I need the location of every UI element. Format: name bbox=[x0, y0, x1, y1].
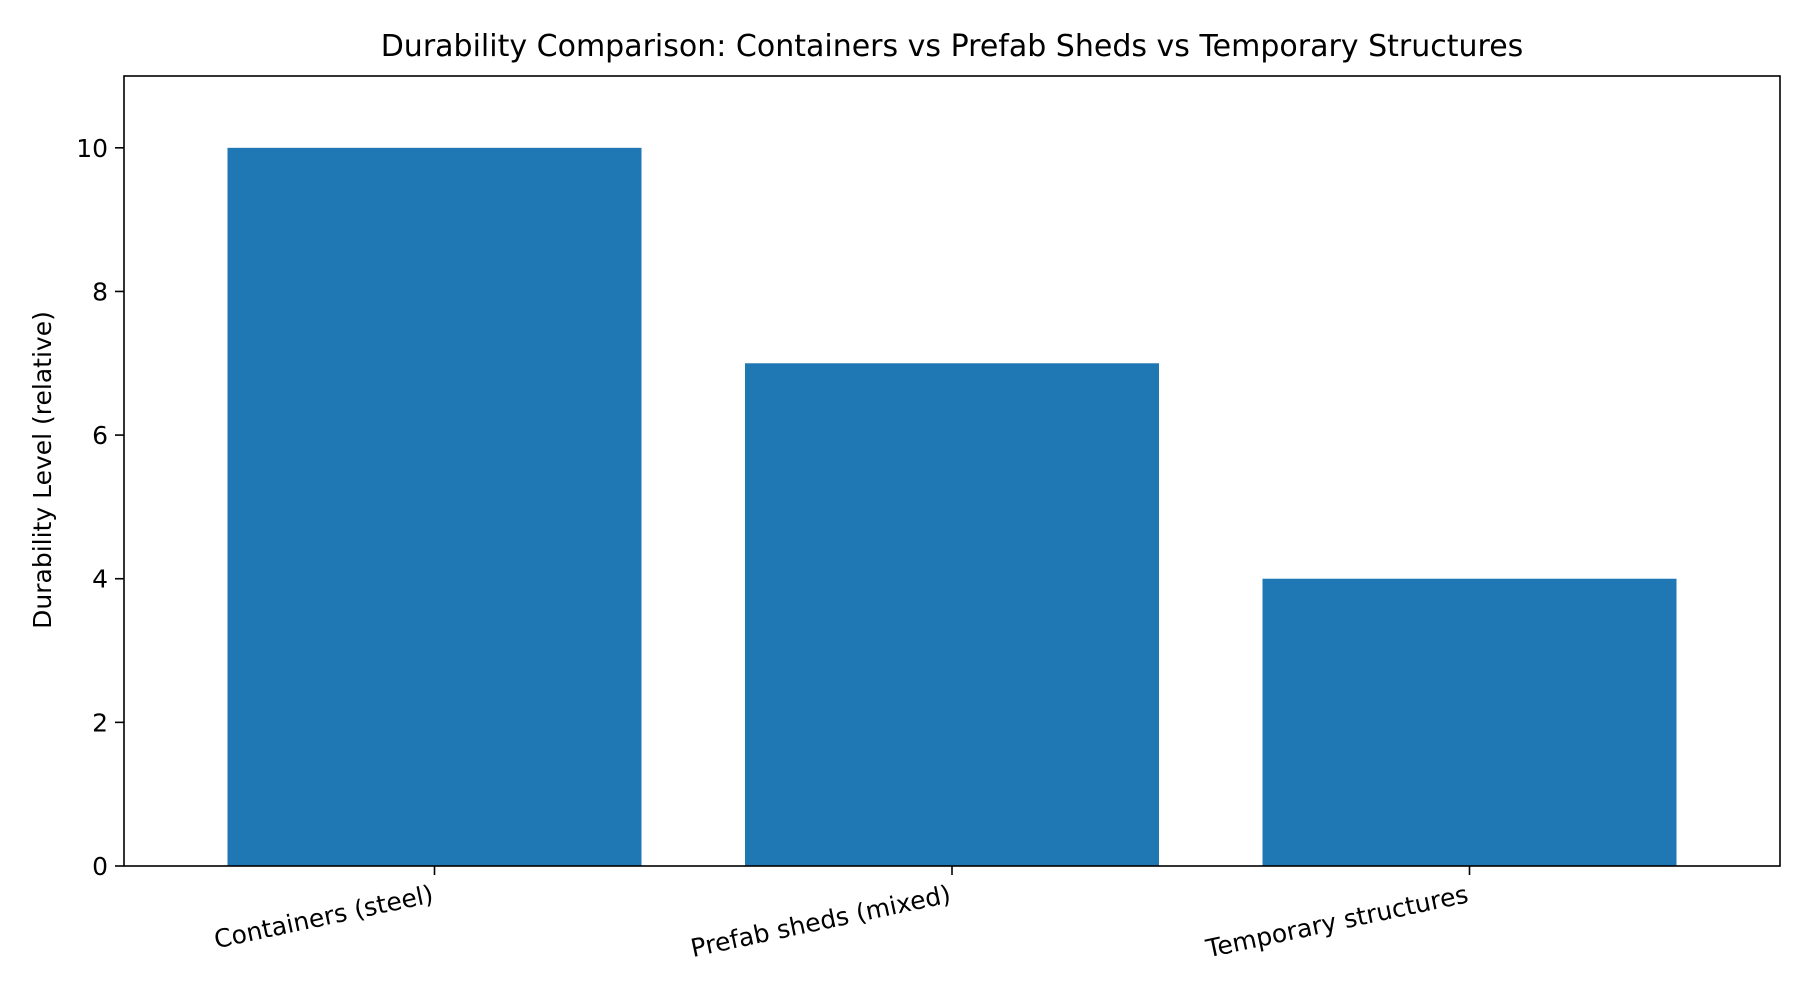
y-axis-ticks: 0 2 4 6 8 10 bbox=[76, 134, 124, 881]
chart-title: Durability Comparison: Containers vs Pre… bbox=[381, 29, 1524, 64]
y-tick-label: 0 bbox=[92, 852, 108, 881]
x-axis-ticks: Containers (steel) Prefab sheds (mixed) Te… bbox=[211, 866, 1471, 964]
x-tick-label: Containers (steel) bbox=[211, 880, 435, 955]
plot-area-frame bbox=[123, 75, 1781, 867]
y-tick-label: 4 bbox=[92, 565, 108, 594]
x-tick-label: Temporary structures bbox=[1203, 880, 1471, 964]
bar-3 bbox=[1262, 578, 1677, 866]
x-tick-label: Prefab sheds (mixed) bbox=[688, 880, 953, 963]
y-tick-label: 8 bbox=[92, 277, 108, 306]
bars-group bbox=[227, 147, 1677, 866]
y-tick-label: 6 bbox=[92, 421, 108, 450]
y-tick-label: 10 bbox=[76, 134, 108, 163]
y-tick-label: 2 bbox=[92, 708, 108, 737]
bar-2 bbox=[745, 363, 1159, 866]
bar-1 bbox=[227, 147, 642, 866]
y-axis-label: Durability Level (relative) bbox=[28, 311, 57, 629]
